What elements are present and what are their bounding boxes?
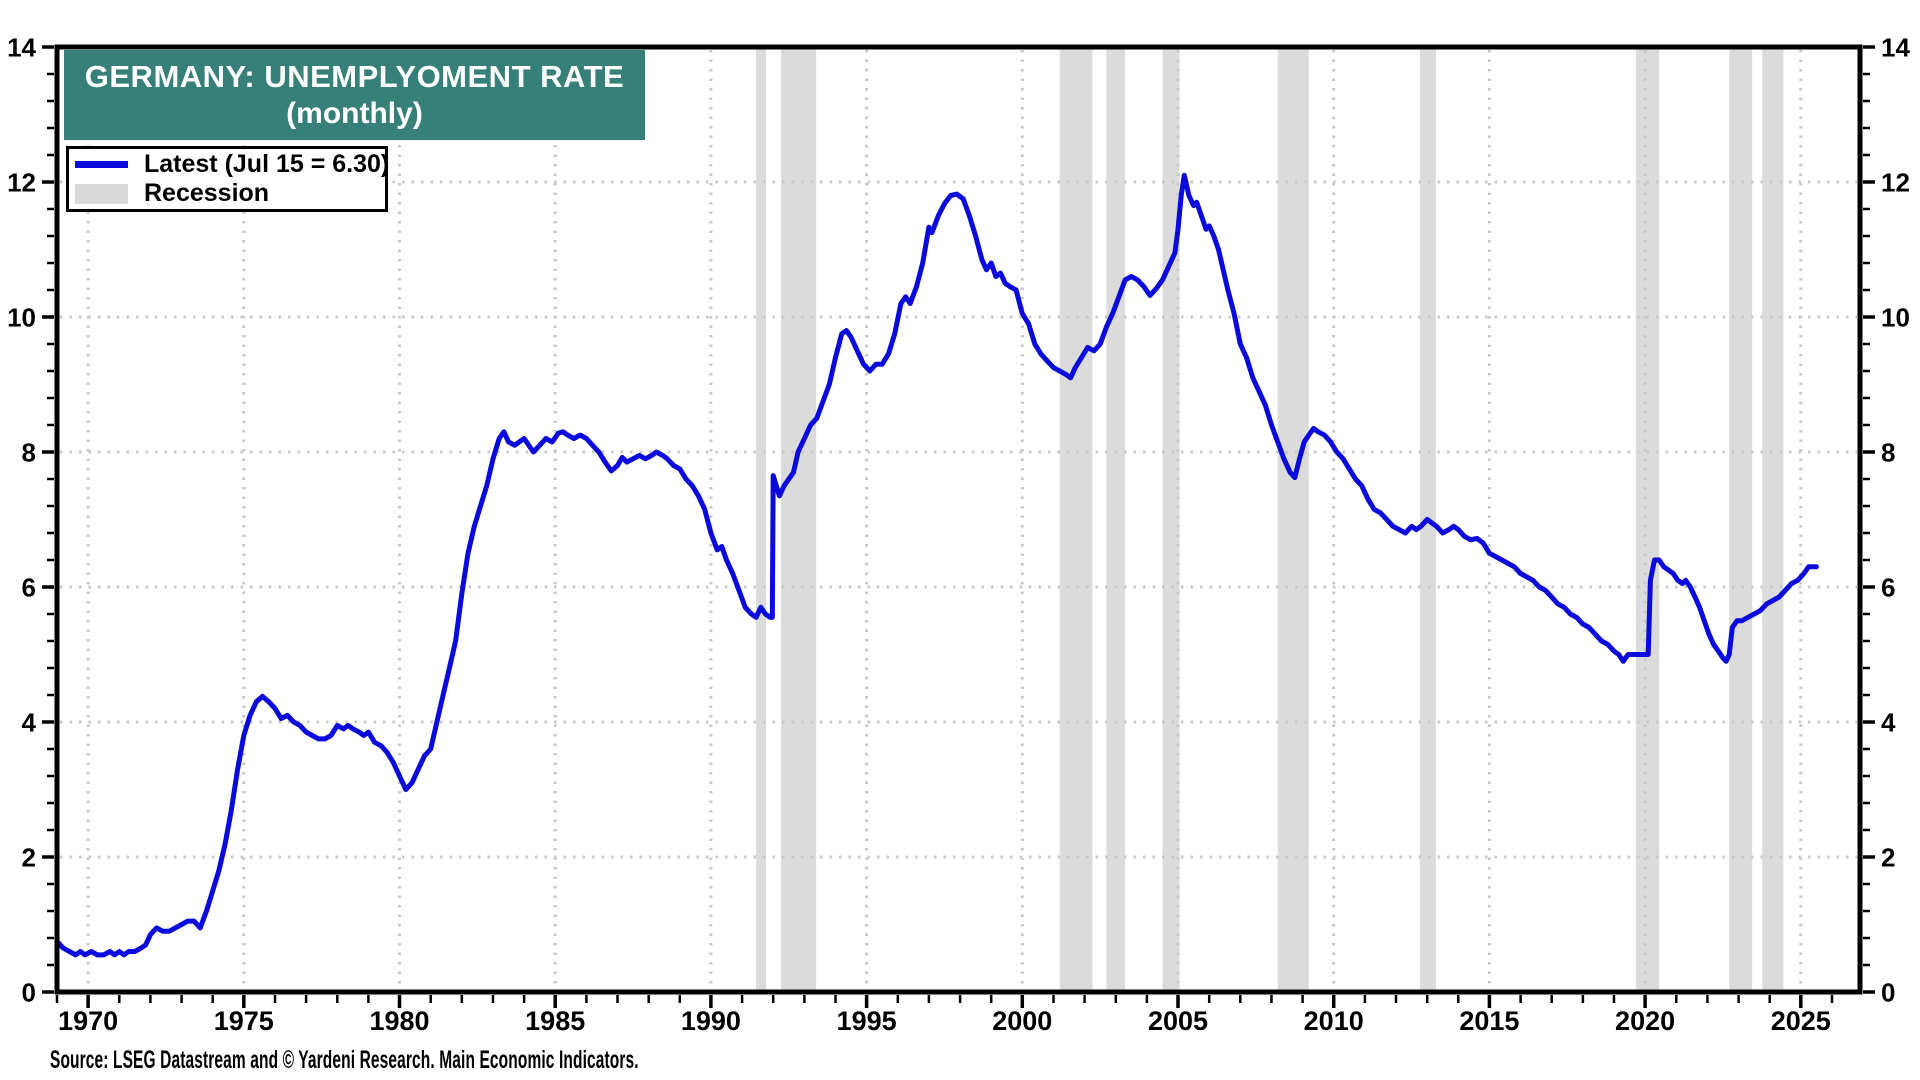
axes — [42, 44, 1875, 1008]
legend-recession-swatch — [75, 183, 128, 204]
recession-band — [1762, 49, 1784, 990]
chart-legend: Latest (Jul 15 = 6.30) Recession — [66, 146, 389, 212]
y-tick-label-right: 0 — [1881, 977, 1895, 1007]
x-tick-label: 2015 — [1459, 1006, 1519, 1036]
legend-line-swatch — [75, 161, 128, 168]
x-tick-label: 1980 — [369, 1006, 429, 1036]
y-tick-label-right: 12 — [1881, 167, 1910, 197]
legend-recession-label: Recession — [144, 179, 270, 207]
chart-title: GERMANY: UNEMPLYOMENT RATE — [84, 58, 625, 94]
y-tick-label-left: 14 — [7, 32, 36, 62]
y-tick-label-right: 10 — [1881, 302, 1910, 332]
legend-latest-label: Latest (Jul 15 = 6.30) — [144, 150, 390, 178]
recession-bands — [756, 49, 1784, 990]
y-tick-label-right: 6 — [1881, 572, 1895, 602]
legend-item-recession: Recession — [69, 179, 385, 208]
recession-band — [781, 49, 817, 990]
plot-border — [54, 44, 1863, 995]
x-tick-label: 1990 — [681, 1006, 741, 1036]
y-tick-label-left: 10 — [7, 302, 36, 332]
recession-band — [1635, 49, 1660, 990]
chart-title-box: GERMANY: UNEMPLYOMENT RATE (monthly) — [64, 50, 645, 140]
x-tick-label: 2020 — [1615, 1006, 1675, 1036]
y-tick-label-right: 4 — [1881, 707, 1896, 737]
recession-band — [1162, 49, 1180, 990]
x-tick-label: 2005 — [1148, 1006, 1208, 1036]
y-tick-label-left: 8 — [22, 437, 36, 467]
x-tick-label: 2000 — [992, 1006, 1052, 1036]
recession-band — [756, 49, 767, 990]
recession-band — [1059, 49, 1093, 990]
y-tick-label-left: 12 — [7, 167, 36, 197]
y-tick-label-right: 8 — [1881, 437, 1895, 467]
x-tick-label: 1995 — [837, 1006, 897, 1036]
recession-band — [1277, 49, 1309, 990]
recession-band — [1106, 49, 1126, 990]
recession-band — [1729, 49, 1753, 990]
x-tick-label: 1985 — [525, 1006, 585, 1036]
y-tick-label-left: 0 — [22, 977, 36, 1007]
y-tick-label-left: 6 — [22, 572, 36, 602]
legend-item-latest: Latest (Jul 15 = 6.30) — [69, 150, 389, 179]
x-tick-label: 2010 — [1304, 1006, 1364, 1036]
x-tick-label: 2025 — [1771, 1006, 1831, 1036]
y-tick-label-left: 2 — [22, 842, 36, 872]
y-tick-label-right: 2 — [1881, 842, 1895, 872]
x-tick-label: 1970 — [58, 1006, 118, 1036]
axis-labels: 1970 1975 1980 1985 1990 1995 2000 2005 2010 2015… — [7, 32, 1910, 1036]
unemployment-line — [54, 172, 1819, 958]
y-tick-label-right: 14 — [1881, 32, 1910, 62]
chart-subtitle: (monthly) — [286, 97, 423, 131]
y-tick-label-left: 4 — [22, 707, 37, 737]
source-note: Source: LSEG Datastream and © Yardeni Re… — [50, 1046, 639, 1074]
x-tick-label: 1975 — [214, 1006, 274, 1036]
series — [54, 172, 1819, 958]
